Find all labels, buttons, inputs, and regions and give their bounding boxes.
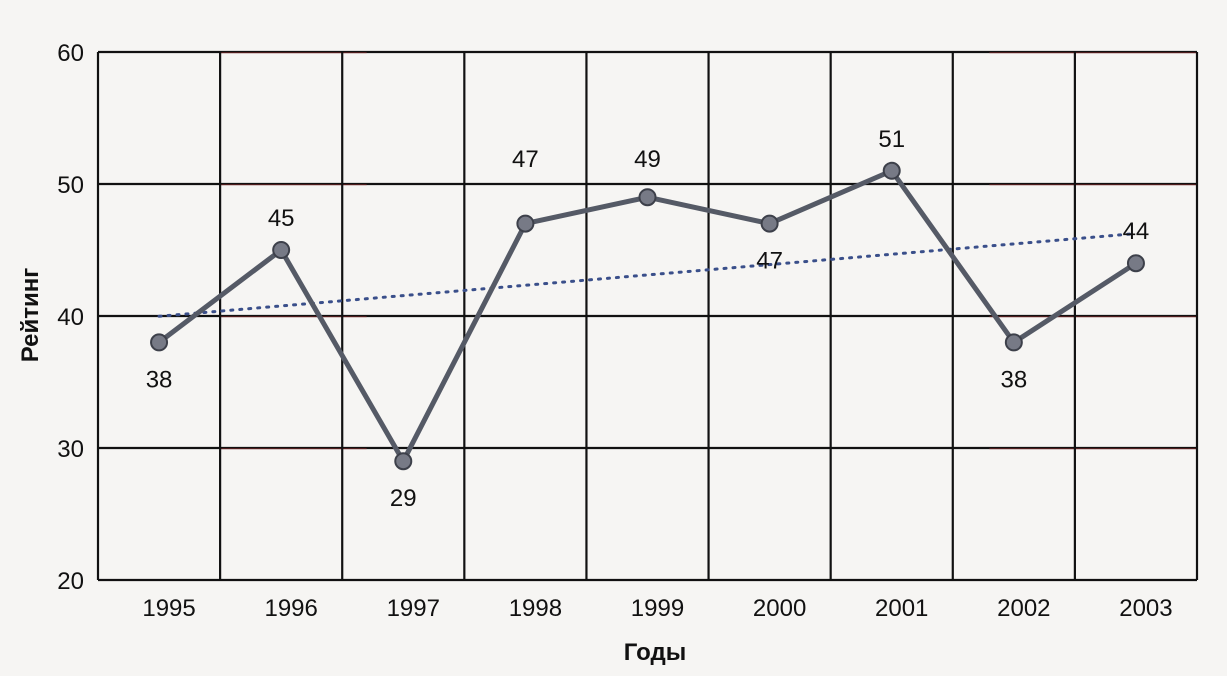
y-tick-label: 20 <box>57 568 84 595</box>
y-tick-label: 50 <box>57 172 84 199</box>
data-point <box>394 452 413 471</box>
data-point <box>638 188 657 207</box>
data-label: 51 <box>878 126 905 153</box>
y-tick-label: 30 <box>57 436 84 463</box>
x-tick-label: 1996 <box>264 595 317 622</box>
data-labels: 38 45 29 47 49 47 51 38 44 <box>146 126 1150 512</box>
data-markers <box>150 161 1145 471</box>
data-label: 47 <box>756 248 783 275</box>
x-tick-label: 2000 <box>753 595 806 622</box>
data-point <box>272 241 291 259</box>
data-label: 49 <box>634 146 661 173</box>
x-tick-label: 2001 <box>875 595 928 622</box>
data-point <box>760 214 779 233</box>
y-tick-label: 40 <box>57 304 84 331</box>
x-tick-label: 2002 <box>997 595 1050 622</box>
data-point <box>150 333 169 352</box>
data-label: 47 <box>512 146 539 173</box>
x-tick-label: 1999 <box>631 595 684 622</box>
grid-lines <box>96 50 1199 582</box>
data-label: 45 <box>268 205 295 232</box>
data-point <box>1126 254 1145 273</box>
x-tick-label: 2003 <box>1119 595 1172 622</box>
data-point <box>882 161 901 180</box>
data-point <box>1004 333 1023 352</box>
data-label: 44 <box>1123 218 1150 245</box>
data-label: 29 <box>390 485 417 512</box>
trendline-path <box>157 232 1138 318</box>
x-axis-ticks: 1995 1996 1997 1998 1999 2000 2001 2002 2003 <box>142 595 1172 622</box>
y-tick-label: 60 <box>57 40 84 67</box>
y-axis-ticks: 20 30 40 50 60 <box>57 40 84 595</box>
x-tick-label: 1997 <box>387 595 440 622</box>
data-point <box>516 214 535 233</box>
x-axis-title: Годы <box>624 639 686 666</box>
trendline <box>157 232 1138 318</box>
y-axis-title: Рейтинг <box>17 268 44 363</box>
x-tick-label: 1998 <box>509 595 562 622</box>
x-tick-label: 1995 <box>142 595 195 622</box>
data-label: 38 <box>146 366 173 393</box>
data-label: 38 <box>1000 366 1027 393</box>
